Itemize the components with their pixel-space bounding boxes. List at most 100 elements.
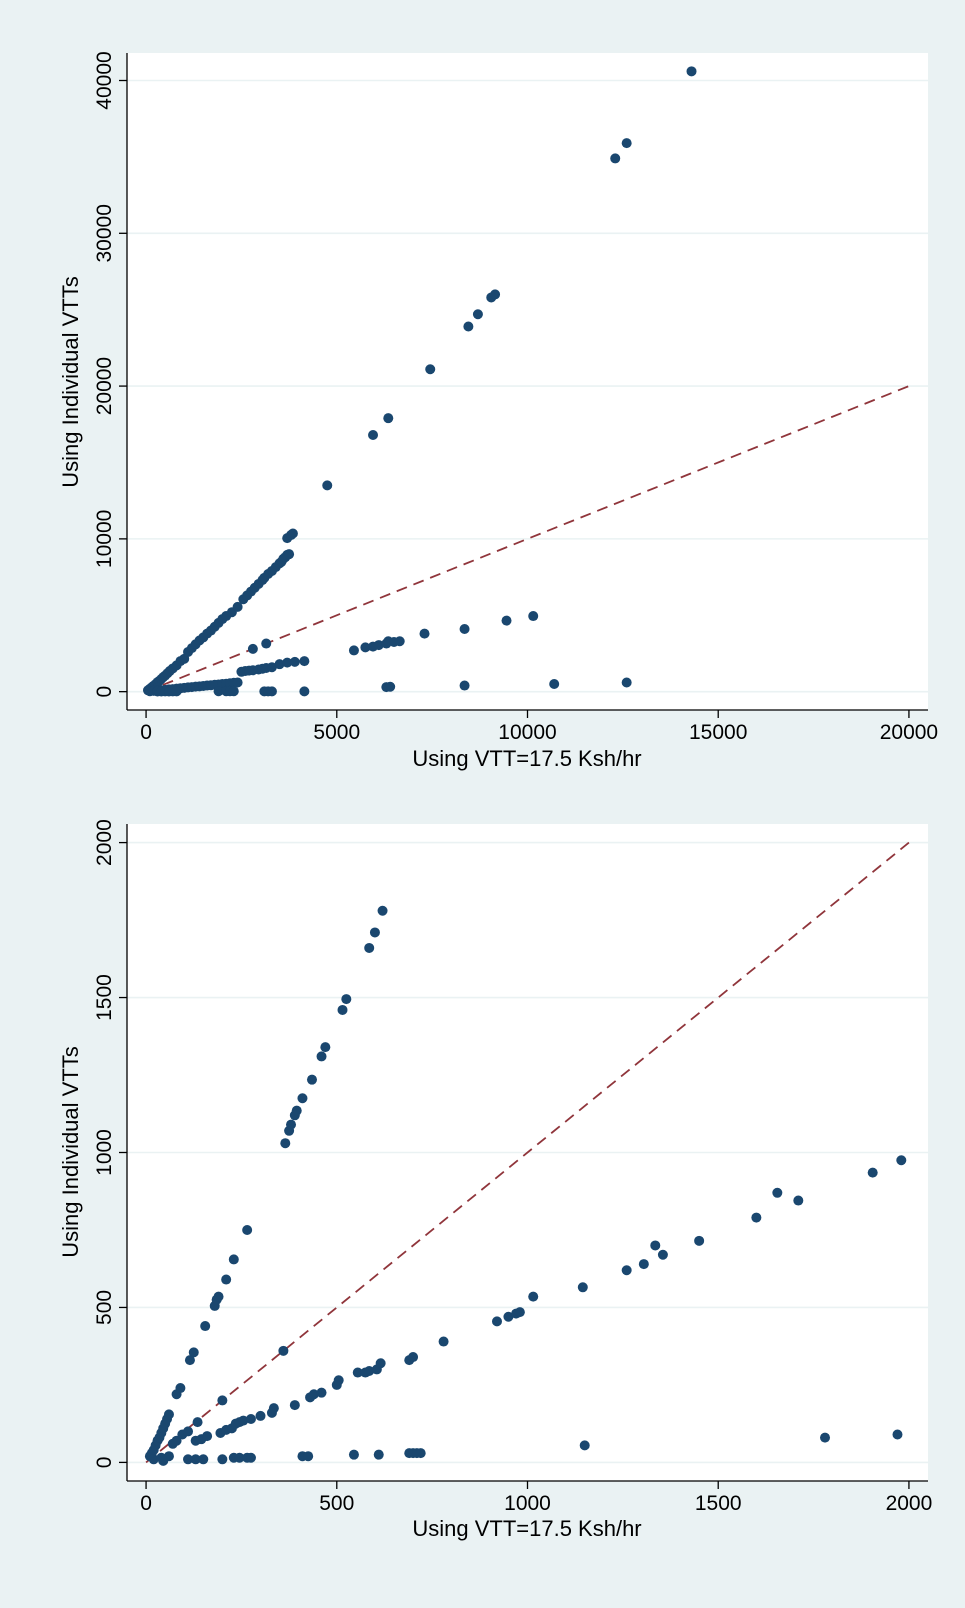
- data-point: [282, 657, 293, 668]
- data-point: [232, 677, 243, 688]
- x-ticks-bottom: 0 500 1000 1500 2000: [140, 1481, 932, 1515]
- data-point: [491, 1316, 502, 1327]
- data-point: [190, 1454, 201, 1465]
- data-point: [289, 1400, 300, 1411]
- data-point: [373, 1449, 384, 1460]
- y-ticks-bottom: 0 500 1000 1500 2000: [93, 819, 127, 1468]
- data-point: [234, 1452, 245, 1463]
- data-point: [289, 656, 300, 667]
- data-point: [772, 1187, 783, 1198]
- data-point: [158, 1455, 169, 1466]
- x-tick-label: 1000: [504, 1492, 551, 1515]
- y-axis-title-bottom: Using Individual VTTs: [58, 1046, 83, 1258]
- data-point: [896, 1155, 907, 1166]
- data-point: [299, 656, 310, 667]
- data-point: [280, 1138, 291, 1149]
- reference-line-bottom: [145, 841, 910, 1464]
- data-point: [472, 309, 483, 320]
- data-point: [266, 686, 277, 697]
- y-tick-label: 1500: [93, 974, 116, 1021]
- y-tick-label: 0: [93, 686, 116, 698]
- x-ticks-top: 0 5000 10000 15000 20000: [140, 710, 938, 744]
- data-point: [528, 611, 539, 622]
- data-point: [322, 480, 333, 491]
- data-point: [242, 1224, 253, 1235]
- y-tick-label: 1000: [93, 1129, 116, 1176]
- data-point: [348, 645, 359, 656]
- reference-line-top: [145, 385, 910, 693]
- data-point: [217, 1395, 228, 1406]
- x-axis-title-top: Using VTT=17.5 Ksh/hr: [412, 746, 641, 771]
- data-point: [183, 1426, 194, 1437]
- data-point: [245, 1452, 256, 1463]
- data-point: [268, 1403, 279, 1414]
- data-point: [198, 1454, 209, 1465]
- data-point: [375, 1358, 386, 1369]
- data-point: [213, 1291, 224, 1302]
- x-tick-label: 1500: [695, 1492, 742, 1515]
- data-point: [337, 1004, 348, 1015]
- x-tick-label: 20000: [880, 721, 938, 744]
- data-point: [306, 1074, 317, 1085]
- data-point: [514, 1307, 525, 1318]
- data-point: [408, 1352, 419, 1363]
- data-point: [463, 321, 474, 332]
- data-point: [650, 1240, 661, 1251]
- data-point: [200, 1321, 211, 1332]
- data-point: [459, 624, 470, 635]
- data-point: [228, 1254, 239, 1265]
- data-point: [188, 1347, 199, 1358]
- x-tick-label: 5000: [313, 721, 360, 744]
- data-point: [202, 1431, 213, 1442]
- data-point: [364, 1365, 375, 1376]
- data-point: [232, 601, 243, 612]
- data-point: [261, 638, 272, 649]
- data-point: [610, 153, 621, 164]
- data-point: [577, 1282, 588, 1293]
- data-point: [425, 364, 436, 375]
- data-point: [385, 681, 396, 692]
- data-point: [419, 628, 430, 639]
- data-point: [320, 1042, 331, 1053]
- data-point: [415, 1448, 426, 1459]
- data-point: [377, 905, 388, 916]
- data-point: [221, 1274, 232, 1285]
- data-point: [333, 1375, 344, 1386]
- y-tick-label: 10000: [93, 510, 116, 568]
- data-point: [245, 1414, 256, 1425]
- data-point: [287, 528, 298, 539]
- data-point: [490, 289, 501, 300]
- data-point: [213, 686, 224, 697]
- data-point: [299, 686, 310, 697]
- data-point: [459, 680, 470, 691]
- data-point: [892, 1429, 903, 1440]
- y-tick-label: 40000: [93, 51, 116, 109]
- data-point: [368, 429, 379, 440]
- data-point: [686, 66, 697, 77]
- y-tick-label: 20000: [93, 357, 116, 415]
- y-ticks-top: 0 10000 20000 30000 40000: [93, 51, 127, 698]
- plot-area-top: [127, 53, 928, 710]
- y-tick-label: 500: [93, 1290, 116, 1325]
- data-point: [503, 1311, 514, 1322]
- x-tick-label: 2000: [886, 1492, 933, 1515]
- data-point: [373, 640, 384, 651]
- y-tick-label: 2000: [93, 819, 116, 866]
- y-axis-title-top: Using Individual VTTs: [58, 276, 83, 488]
- data-point: [171, 686, 182, 697]
- data-point: [316, 1387, 327, 1398]
- x-tick-label: 10000: [498, 721, 556, 744]
- data-point: [621, 1265, 632, 1276]
- data-point: [751, 1212, 762, 1223]
- data-point: [228, 686, 239, 697]
- bottom-scatter-plot: 0 500 1000 1500 2000 0 500 1000 1500 2000 Using …: [58, 819, 932, 1541]
- data-point: [621, 138, 632, 149]
- data-point: [360, 642, 371, 653]
- data-point: [528, 1291, 539, 1302]
- x-tick-label: 0: [140, 1492, 152, 1515]
- data-point: [549, 679, 560, 690]
- data-point: [184, 1355, 195, 1366]
- data-point: [247, 643, 258, 654]
- x-tick-label: 500: [319, 1492, 354, 1515]
- data-point: [274, 659, 285, 670]
